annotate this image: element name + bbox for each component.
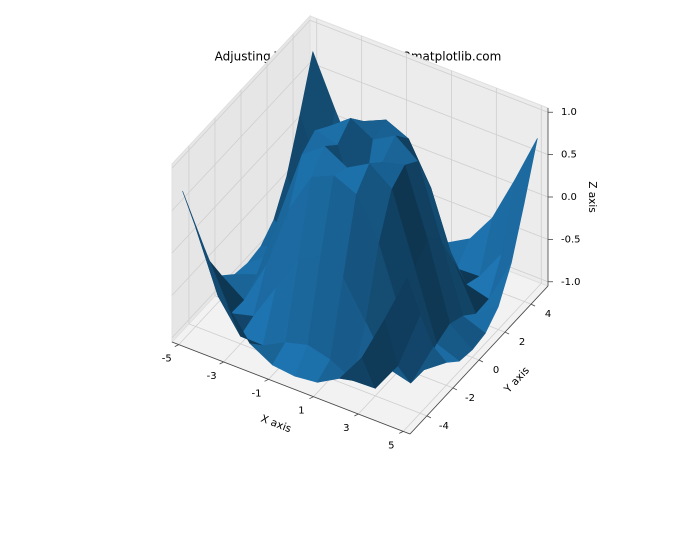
x-tick [309,396,314,400]
z-tick-label: -0.5 [561,234,581,245]
x-tick [174,344,179,347]
y-tick-label: 0 [493,365,499,376]
surface [182,51,538,389]
z-tick-label: 1.0 [561,107,577,118]
z-tick-label: 0.0 [561,192,577,203]
grid-line [171,104,311,254]
grid-line [171,147,311,296]
y-tick [530,303,536,307]
x-tick [354,413,359,417]
y-tick [452,387,458,391]
x-tick [264,378,269,382]
grid-line [171,19,311,169]
x-axis-label: X axis [259,413,293,436]
z-axis-label: Z axis [586,181,598,213]
y-axis-line [409,285,549,435]
grid-line [309,62,549,155]
y-tick-label: 2 [519,337,525,348]
y-tick-label: -4 [439,421,449,432]
z-tick-label: -1.0 [561,277,581,288]
x-tick-label: -5 [162,354,172,365]
x-tick-label: 1 [298,406,304,417]
x-tick-label: -3 [207,371,217,382]
z-tick-label: 0.5 [561,150,577,161]
x-tick [399,431,404,434]
y-tick [426,415,432,419]
x-tick-label: 3 [343,423,349,434]
x-tick-label: 5 [388,440,394,451]
y-tick [504,331,510,335]
y-tick [478,359,484,363]
x-axis-line [171,341,411,435]
grid-line [309,19,549,113]
y-axis-label: Y axis [501,365,531,396]
y-tick-label: 4 [545,309,551,320]
grid-line [171,62,311,211]
x-tick-label: -1 [252,388,262,399]
y-tick-label: -2 [465,393,475,404]
x-tick [219,361,224,365]
surface-cell [384,277,421,366]
